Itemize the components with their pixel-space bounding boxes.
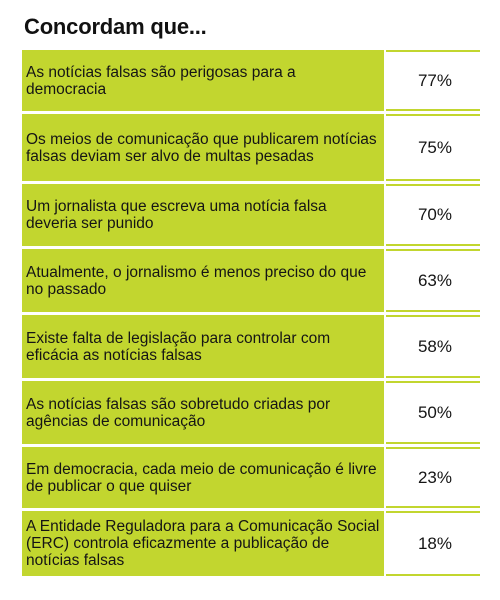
row-value: 50%: [417, 402, 452, 422]
row-value: 18%: [417, 533, 452, 553]
table-row: Atualmente, o jornalismo é menos preciso…: [22, 249, 480, 312]
row-label-cell: Existe falta de legislação para controla…: [22, 315, 384, 378]
row-label-cell: A Entidade Reguladora para a Comunicação…: [22, 511, 384, 576]
row-label-cell: As notícias falsas são sobretudo criadas…: [22, 381, 384, 444]
row-value: 77%: [417, 70, 452, 90]
row-value: 58%: [417, 336, 452, 356]
row-label: As notícias falsas são perigosas para a …: [26, 63, 296, 98]
row-value-cell: 75%: [386, 114, 480, 181]
row-label-cell: As notícias falsas são perigosas para a …: [22, 50, 384, 111]
row-value-cell: 23%: [386, 447, 480, 508]
table-row: Um jornalista que escreva uma notícia fa…: [22, 184, 480, 246]
row-value-cell: 18%: [386, 511, 480, 576]
row-value-cell: 58%: [386, 315, 480, 378]
row-label-cell: Atualmente, o jornalismo é menos preciso…: [22, 249, 384, 312]
row-label: Em democracia, cada meio de comunicação …: [26, 460, 377, 495]
row-value-cell: 63%: [386, 249, 480, 312]
chart-title: Concordam que...: [24, 14, 207, 39]
table-row: A Entidade Reguladora para a Comunicação…: [22, 511, 480, 576]
row-value-cell: 50%: [386, 381, 480, 444]
row-label-cell: Os meios de comunicação que publicarem n…: [22, 114, 384, 181]
table-row: Em democracia, cada meio de comunicação …: [22, 447, 480, 508]
table-row: As notícias falsas são sobretudo criadas…: [22, 381, 480, 444]
row-label: Atualmente, o jornalismo é menos preciso…: [26, 263, 367, 298]
row-label: A Entidade Reguladora para a Comunicação…: [26, 518, 380, 569]
row-value: 23%: [417, 467, 452, 487]
row-label-cell: Um jornalista que escreva uma notícia fa…: [22, 184, 384, 246]
row-label-cell: Em democracia, cada meio de comunicação …: [22, 447, 384, 508]
row-label: Os meios de comunicação que publicarem n…: [26, 130, 377, 165]
row-value-cell: 77%: [386, 50, 480, 111]
row-value: 75%: [417, 137, 452, 157]
row-value: 63%: [417, 270, 452, 290]
agreement-table: As notícias falsas são perigosas para a …: [22, 50, 480, 576]
row-label: Um jornalista que escreva uma notícia fa…: [26, 198, 327, 232]
row-label: As notícias falsas são sobretudo criadas…: [26, 395, 331, 430]
table-row: Existe falta de legislação para controla…: [22, 315, 480, 378]
row-value-cell: 70%: [386, 184, 480, 246]
row-value: 70%: [417, 205, 452, 224]
table-row: As notícias falsas são perigosas para a …: [22, 50, 480, 111]
row-label: Existe falta de legislação para controla…: [26, 329, 331, 364]
table-row: Os meios de comunicação que publicarem n…: [22, 114, 480, 181]
